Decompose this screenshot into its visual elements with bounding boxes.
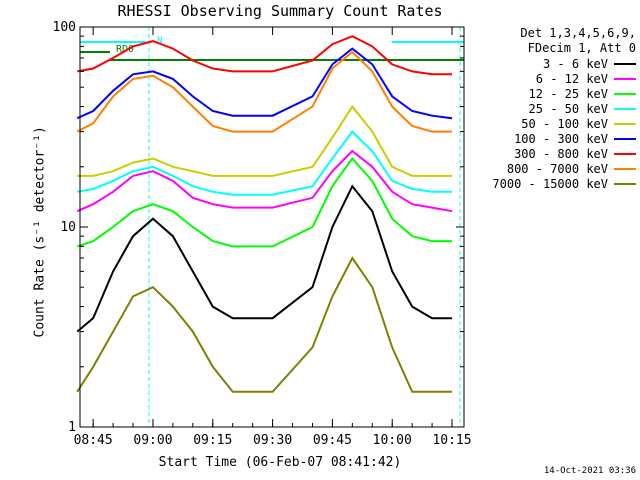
legend-entry-5: 100 - 300 keV bbox=[476, 131, 636, 146]
legend: Det 1,3,4,5,6,9, FDecim 1, Att 0 3 - 6 k… bbox=[476, 26, 636, 191]
tick-labels: 08:45 09:00 09:15 09:30 09:45 10:00 10:15 1 10 10… bbox=[53, 20, 472, 448]
x-tick-label-2: 09:15 bbox=[193, 433, 232, 448]
chart-title: RHESSI Observing Summary Count Rates bbox=[117, 2, 443, 20]
legend-label: 50 - 100 keV bbox=[521, 116, 608, 131]
series-line-5 bbox=[76, 47, 453, 120]
legend-swatch bbox=[614, 77, 636, 80]
legend-swatch bbox=[614, 107, 636, 110]
legend-label: 300 - 800 keV bbox=[514, 146, 608, 161]
y-tick-label-2: 100 bbox=[53, 20, 76, 35]
series-line-8 bbox=[76, 256, 452, 393]
legend-swatch bbox=[614, 92, 636, 95]
legend-swatch bbox=[614, 62, 636, 65]
series-line-0 bbox=[76, 184, 452, 333]
x-tick-label-3: 09:30 bbox=[253, 433, 292, 448]
series-line-4 bbox=[77, 104, 452, 177]
x-axis-label: Start Time (06-Feb-07 08:41:42) bbox=[158, 455, 402, 470]
y-tick-label-1: 10 bbox=[60, 220, 76, 235]
x-tick-label-1: 09:00 bbox=[133, 433, 172, 448]
generation-date: 14-Oct-2021 03:36 bbox=[543, 466, 636, 476]
legend-header-2: FDecim 1, Att 0 bbox=[527, 41, 636, 55]
legend-entry-0: 3 - 6 keV bbox=[476, 56, 636, 71]
x-tick-label-4: 09:45 bbox=[313, 433, 352, 448]
legend-label: 25 - 50 keV bbox=[528, 101, 608, 116]
legend-entry-8: 7000 - 15000 keV bbox=[476, 176, 636, 191]
legend-label: 100 - 300 keV bbox=[514, 131, 608, 146]
axes-frame bbox=[79, 26, 465, 428]
legend-swatch bbox=[614, 137, 636, 140]
legend-swatch bbox=[614, 182, 636, 185]
x-tick-label-0: 08:45 bbox=[74, 433, 113, 448]
legend-label: 7000 - 15000 keV bbox=[492, 176, 608, 191]
legend-entry-6: 300 - 800 keV bbox=[476, 146, 636, 161]
legend-entry-2: 12 - 25 keV bbox=[476, 86, 636, 101]
series-line-2 bbox=[76, 156, 452, 248]
series-line-1 bbox=[76, 149, 453, 213]
series-line-3 bbox=[77, 130, 452, 196]
legend-swatch bbox=[614, 122, 636, 125]
series-line-7 bbox=[76, 50, 452, 133]
legend-entry-3: 25 - 50 keV bbox=[476, 101, 636, 116]
legend-label: 3 - 6 keV bbox=[542, 56, 608, 71]
legend-label: 12 - 25 keV bbox=[528, 86, 608, 101]
x-tick-label-6: 10:15 bbox=[432, 433, 471, 448]
flag-label-n: N bbox=[157, 36, 162, 46]
legend-entry-1: 6 - 12 keV bbox=[476, 71, 636, 86]
axes bbox=[79, 26, 465, 428]
legend-entry-7: 800 - 7000 keV bbox=[476, 161, 636, 176]
legend-swatch bbox=[614, 167, 636, 170]
legend-swatch bbox=[614, 152, 636, 155]
flag-bars: RD0 N bbox=[80, 27, 464, 427]
legend-entry-4: 50 - 100 keV bbox=[476, 116, 636, 131]
flag-label-rd0: RD0 bbox=[116, 44, 134, 55]
y-tick-label-0: 1 bbox=[68, 420, 76, 435]
legend-label: 6 - 12 keV bbox=[535, 71, 608, 86]
series-lines bbox=[76, 35, 453, 393]
series-line-6 bbox=[77, 35, 452, 76]
x-tick-label-5: 10:00 bbox=[373, 433, 412, 448]
y-axis-label: Count Rate (s⁻¹ detector⁻¹) bbox=[32, 126, 48, 338]
legend-label: 800 - 7000 keV bbox=[506, 161, 608, 176]
legend-header-1: Det 1,3,4,5,6,9, bbox=[520, 26, 636, 40]
